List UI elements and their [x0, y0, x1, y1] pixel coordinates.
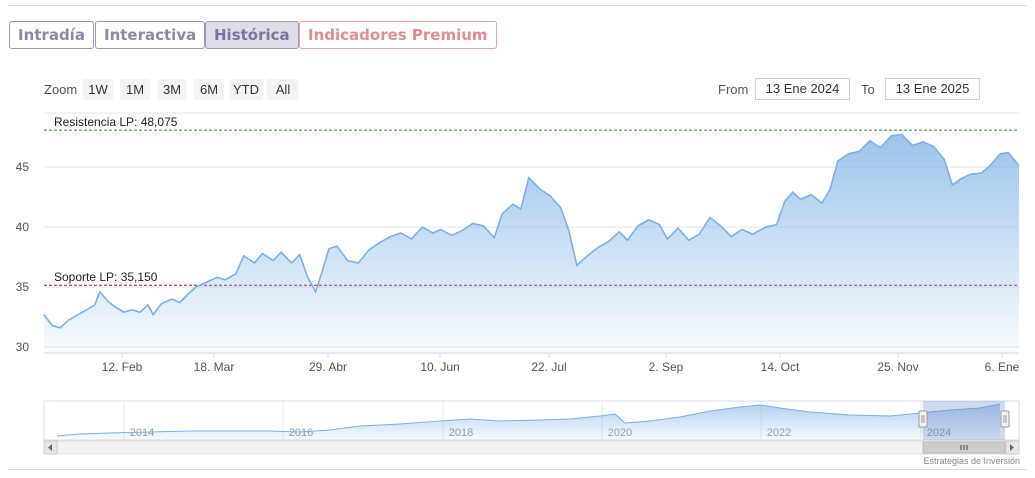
axes: 30 35 40 45 12. Feb 18. Mar 29. Abr 10. Jun 22. … [16, 160, 1020, 374]
y-tick-label: 35 [16, 280, 30, 294]
x-tick-label: 10. Jun [420, 360, 459, 374]
y-tick-label: 45 [16, 160, 30, 174]
series-area [44, 134, 1019, 353]
y-tick-label: 30 [16, 340, 30, 354]
zoom-ytd-button[interactable]: YTD [229, 79, 263, 100]
to-label: To [861, 82, 875, 97]
resistance-label: Resistencia LP: 48,075 [54, 115, 178, 129]
to-date-input[interactable]: 13 Ene 2025 [885, 78, 980, 100]
navigator-area [57, 404, 1000, 440]
from-label: From [718, 82, 749, 97]
navigator-scrollbar[interactable] [43, 440, 1020, 455]
chevron-right-icon [1010, 444, 1014, 451]
navigator[interactable]: 201420162018202020222024 [43, 400, 1020, 455]
x-tick-label: 18. Mar [194, 360, 235, 374]
x-tick-label: 2. Sep [649, 360, 684, 374]
zoom-1m-button[interactable]: 1M [120, 79, 150, 100]
x-tick-label: 6. Ene [985, 360, 1020, 374]
credit-text: Estrategias de Inversión [923, 456, 1020, 466]
zoom-1w-button[interactable]: 1W [83, 79, 113, 100]
top-divider [8, 5, 1027, 6]
navigator-left-handle[interactable] [918, 410, 928, 428]
tab-historica[interactable]: Histórica [205, 21, 299, 49]
bottom-divider [8, 469, 1027, 470]
tab-indicadores-premium[interactable]: Indicadores Premium [299, 21, 497, 49]
price-series [43, 133, 1020, 353]
from-date-input[interactable]: 13 Ene 2024 [755, 78, 850, 100]
y-tick-label: 40 [16, 220, 30, 234]
annotations: Resistencia LP: 48,075 Soporte LP: 35,150 [54, 115, 178, 284]
x-tick-label: 12. Feb [102, 360, 143, 374]
zoom-6m-button[interactable]: 6M [194, 79, 224, 100]
zoom-all-button[interactable]: All [267, 79, 299, 100]
x-tick-label: 22. Jul [531, 360, 566, 374]
zoom-label: Zoom [44, 82, 78, 97]
x-tick-label: 29. Abr [309, 360, 347, 374]
navigator-line [56, 403, 1001, 437]
x-tick-label: 14. Oct [761, 360, 800, 374]
zoom-3m-button[interactable]: 3M [157, 79, 187, 100]
tab-interactiva[interactable]: Interactiva [95, 21, 206, 49]
series-line [43, 133, 1020, 329]
chevron-left-icon [48, 444, 52, 451]
navigator-right-handle[interactable] [1000, 410, 1010, 428]
x-tick-label: 25. Nov [877, 360, 918, 374]
tab-intradia[interactable]: Intradía [9, 21, 94, 49]
navigator-selection [923, 401, 1005, 440]
support-label: Soporte LP: 35,150 [54, 270, 158, 284]
